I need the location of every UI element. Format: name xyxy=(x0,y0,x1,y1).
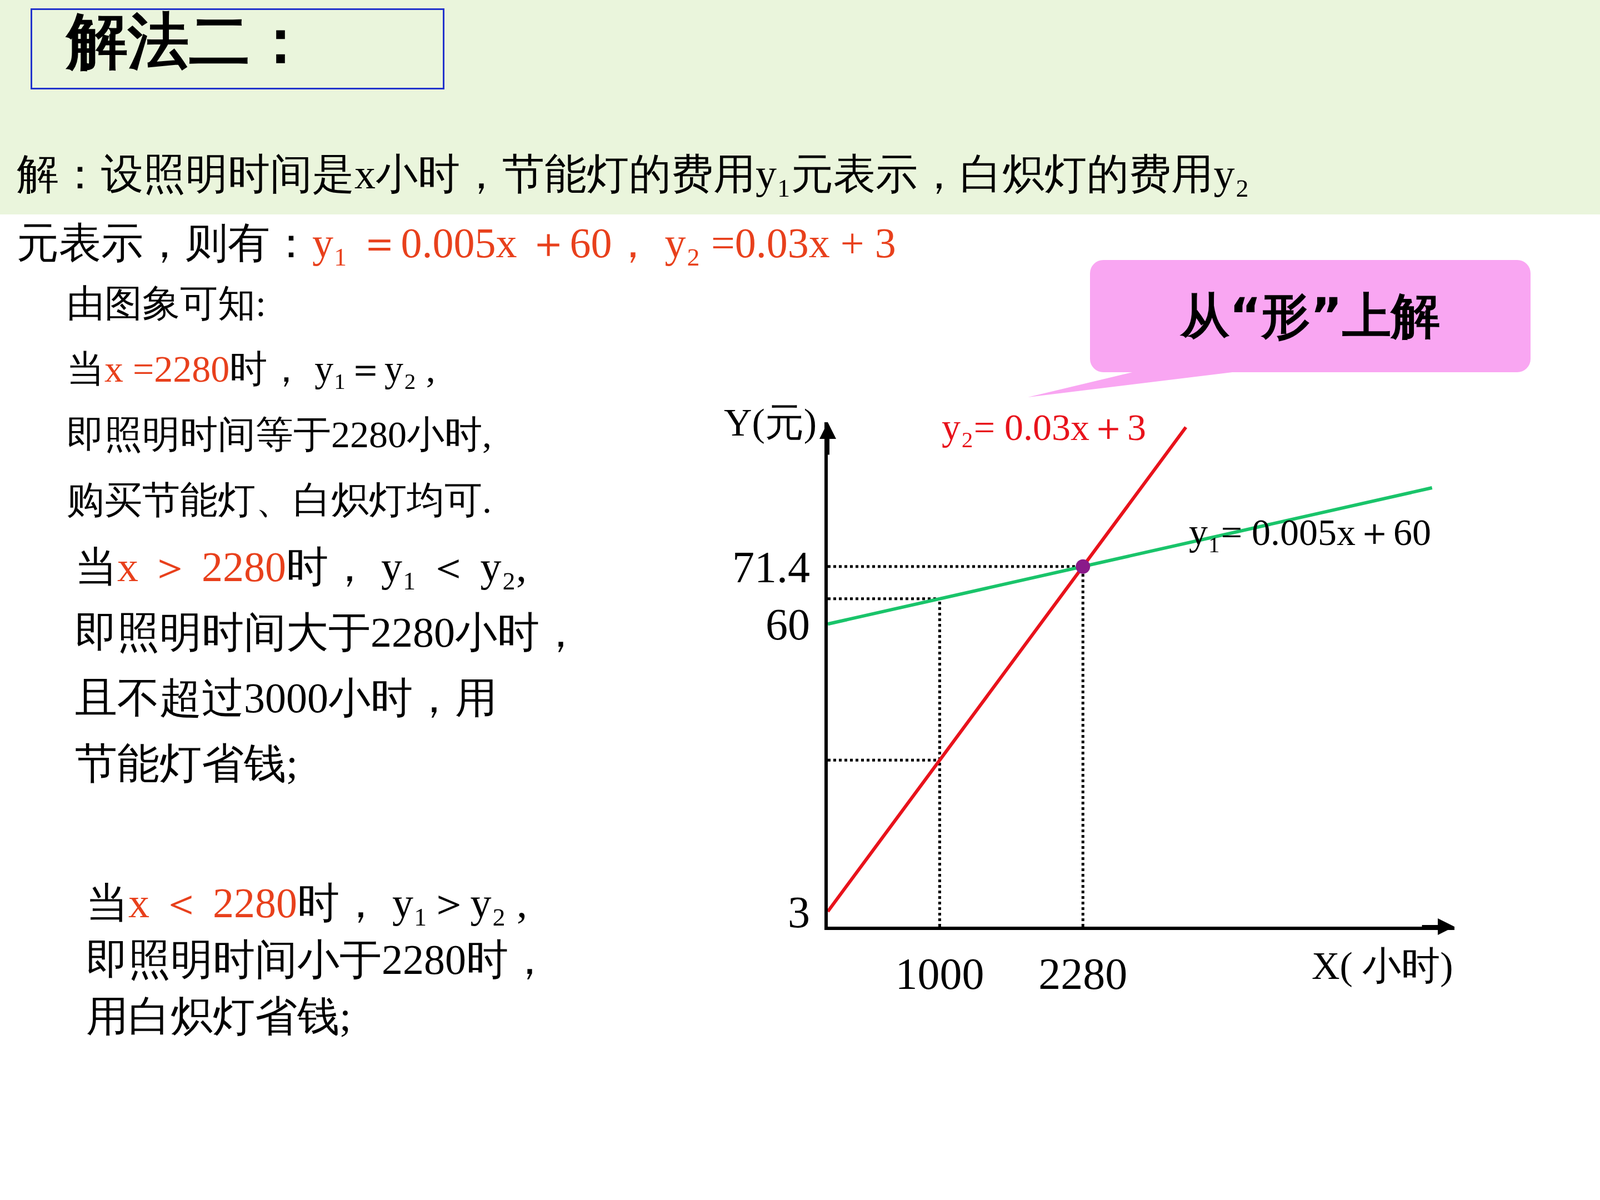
html-text:当x ＜ 2280时， y₁＞y₂ ,: 当x ＜ 2280时， y₁＞y₂ , xyxy=(86,879,528,927)
html-text:解：设照明时间是x小时，节能灯的费用y₁元表示，白炽灯的费用: 解：设照明时间是x小时，节能灯的费用y₁元表示，白炽灯的费用y₂ xyxy=(16,150,1250,198)
html-text:用白炽灯省钱;: 用白炽灯省钱; xyxy=(86,992,352,1040)
html-text:解法二：: 解法二： xyxy=(66,5,312,77)
svg-text:Y(元): Y(元) xyxy=(723,401,817,444)
html-text:元表示，则有：y₁ ＝0.005x ＋60， y₂ =0.0: 元表示，则有：y₁ ＝0.005x ＋60， y₂ =0.03x + 3 xyxy=(16,219,896,267)
svg-text:1000: 1000 xyxy=(895,949,984,999)
html-text:从“形”上解: 从“形”上解 xyxy=(1180,286,1441,345)
svg-text:3: 3 xyxy=(787,887,810,937)
svg-text:X( 小时): X( 小时) xyxy=(1311,944,1454,988)
html-text:由图象可知:: 由图象可知: xyxy=(66,282,267,325)
html-text:即照明时间大于2280小时，: 即照明时间大于2280小时， xyxy=(75,608,582,656)
html-text:当x =2280时， y₁＝y₂ ,: 当x =2280时， y₁＝y₂ , xyxy=(66,347,436,390)
html-text:即照明时间小于2280时，: 即照明时间小于2280时， xyxy=(86,936,551,983)
html-text:即照明时间等于2280小时,: 即照明时间等于2280小时, xyxy=(66,413,492,456)
svg-text:60: 60 xyxy=(765,600,810,649)
svg-text:y₁= 0.005x＋60: y₁= 0.005x＋60 xyxy=(1188,511,1432,554)
html-text:且不超过3000小时，用: 且不超过3000小时，用 xyxy=(75,674,498,722)
svg-text:71.4: 71.4 xyxy=(732,542,810,592)
html-text:当x ＞ 2280时， y₁ ＜ y₂,: 当x ＞ 2280时， y₁ ＜ y₂, xyxy=(75,543,527,590)
html-text:节能灯省钱;: 节能灯省钱; xyxy=(75,740,298,787)
svg-text:y₂= 0.03x＋3: y₂= 0.03x＋3 xyxy=(941,406,1147,449)
svg-text:2280: 2280 xyxy=(1038,949,1128,999)
html-text:购买节能灯、白炽灯均可.: 购买节能灯、白炽灯均可. xyxy=(66,478,492,522)
